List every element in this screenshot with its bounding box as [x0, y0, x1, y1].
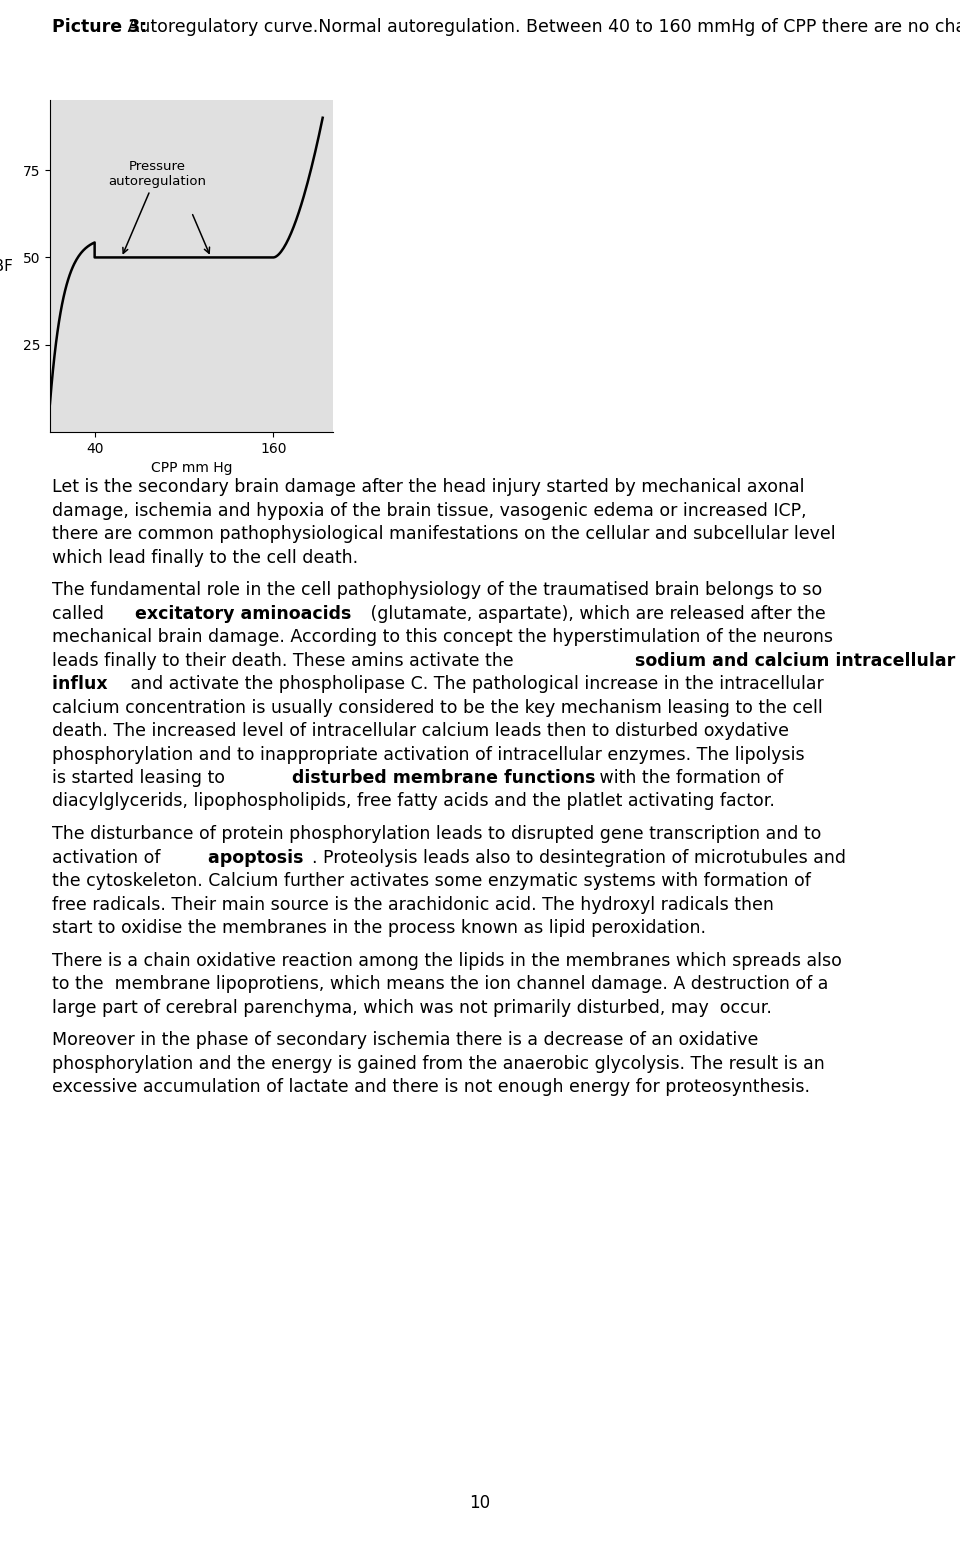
Text: . Proteolysis leads also to desintegration of microtubules and: . Proteolysis leads also to desintegrati… — [312, 849, 847, 867]
Text: calcium concentration is usually considered to be the key mechanism leasing to t: calcium concentration is usually conside… — [52, 699, 823, 716]
Text: leads finally to their death. These amins activate the: leads finally to their death. These amin… — [52, 651, 524, 670]
Text: The fundamental role in the cell pathophysiology of the traumatised brain belong: The fundamental role in the cell pathoph… — [52, 582, 823, 599]
Text: death. The increased level of intracellular calcium leads then to disturbed oxyd: death. The increased level of intracellu… — [52, 722, 789, 741]
Text: and activate the phospholipase C. The pathological increase in the intracellular: and activate the phospholipase C. The pa… — [125, 676, 824, 693]
Text: excessive accumulation of lactate and there is not enough energy for proteosynth: excessive accumulation of lactate and th… — [52, 1079, 810, 1096]
Text: phosphorylation and the energy is gained from the anaerobic glycolysis. The resu: phosphorylation and the energy is gained… — [52, 1055, 825, 1072]
Text: mechanical brain damage. According to this concept the hyperstimulation of the n: mechanical brain damage. According to th… — [52, 628, 833, 647]
Text: Let is the secondary brain damage after the head injury started by mechanical ax: Let is the secondary brain damage after … — [52, 478, 804, 497]
Text: sodium and calcium intracellular: sodium and calcium intracellular — [636, 651, 955, 670]
Text: excitatory aminoacids: excitatory aminoacids — [135, 605, 358, 623]
Text: apoptosis: apoptosis — [208, 849, 310, 867]
Text: phosphorylation and to inappropriate activation of intracellular enzymes. The li: phosphorylation and to inappropriate act… — [52, 745, 804, 764]
Text: diacylglycerids, lipophospholipids, free fatty acids and the platlet activating : diacylglycerids, lipophospholipids, free… — [52, 793, 775, 810]
Text: large part of cerebral parenchyma, which was not primarily disturbed, may  occur: large part of cerebral parenchyma, which… — [52, 998, 772, 1017]
Text: there are common pathophysiological manifestations on the cellular and subcellul: there are common pathophysiological mani… — [52, 525, 835, 543]
Y-axis label: CBF: CBF — [0, 259, 12, 273]
Text: 10: 10 — [469, 1494, 491, 1512]
Text: start to oxidise the membranes in the process known as lipid peroxidation.: start to oxidise the membranes in the pr… — [52, 920, 706, 937]
Text: is started leasing to: is started leasing to — [52, 768, 236, 787]
Text: activation of: activation of — [52, 849, 172, 867]
Text: The disturbance of protein phosphorylation leads to disrupted gene transcription: The disturbance of protein phosphorylati… — [52, 826, 822, 842]
Text: influx: influx — [52, 676, 113, 693]
Text: which lead finally to the cell death.: which lead finally to the cell death. — [52, 549, 358, 566]
Text: Picture 3:: Picture 3: — [52, 19, 147, 35]
Text: Pressure
autoregulation: Pressure autoregulation — [108, 159, 206, 253]
X-axis label: CPP mm Hg: CPP mm Hg — [151, 461, 232, 475]
Text: Autoregulatory curve.Normal autoregulation. Between 40 to 160 mmHg of CPP there : Autoregulatory curve.Normal autoregulati… — [122, 19, 960, 35]
Text: (glutamate, aspartate), which are released after the: (glutamate, aspartate), which are releas… — [365, 605, 826, 623]
Text: damage, ischemia and hypoxia of the brain tissue, vasogenic edema or increased I: damage, ischemia and hypoxia of the brai… — [52, 501, 806, 520]
Text: free radicals. Their main source is the arachidonic acid. The hydroxyl radicals : free radicals. Their main source is the … — [52, 895, 774, 913]
Text: to the  membrane lipoprotiens, which means the ion channel damage. A destruction: to the membrane lipoprotiens, which mean… — [52, 975, 828, 994]
Text: There is a chain oxidative reaction among the lipids in the membranes which spre: There is a chain oxidative reaction amon… — [52, 952, 842, 969]
Text: disturbed membrane functions: disturbed membrane functions — [292, 768, 601, 787]
Text: the cytoskeleton. Calcium further activates some enzymatic systems with formatio: the cytoskeleton. Calcium further activa… — [52, 872, 811, 890]
Text: with the formation of: with the formation of — [593, 768, 783, 787]
Text: Moreover in the phase of secondary ischemia there is a decrease of an oxidative: Moreover in the phase of secondary ische… — [52, 1031, 758, 1049]
Text: called: called — [52, 605, 115, 623]
